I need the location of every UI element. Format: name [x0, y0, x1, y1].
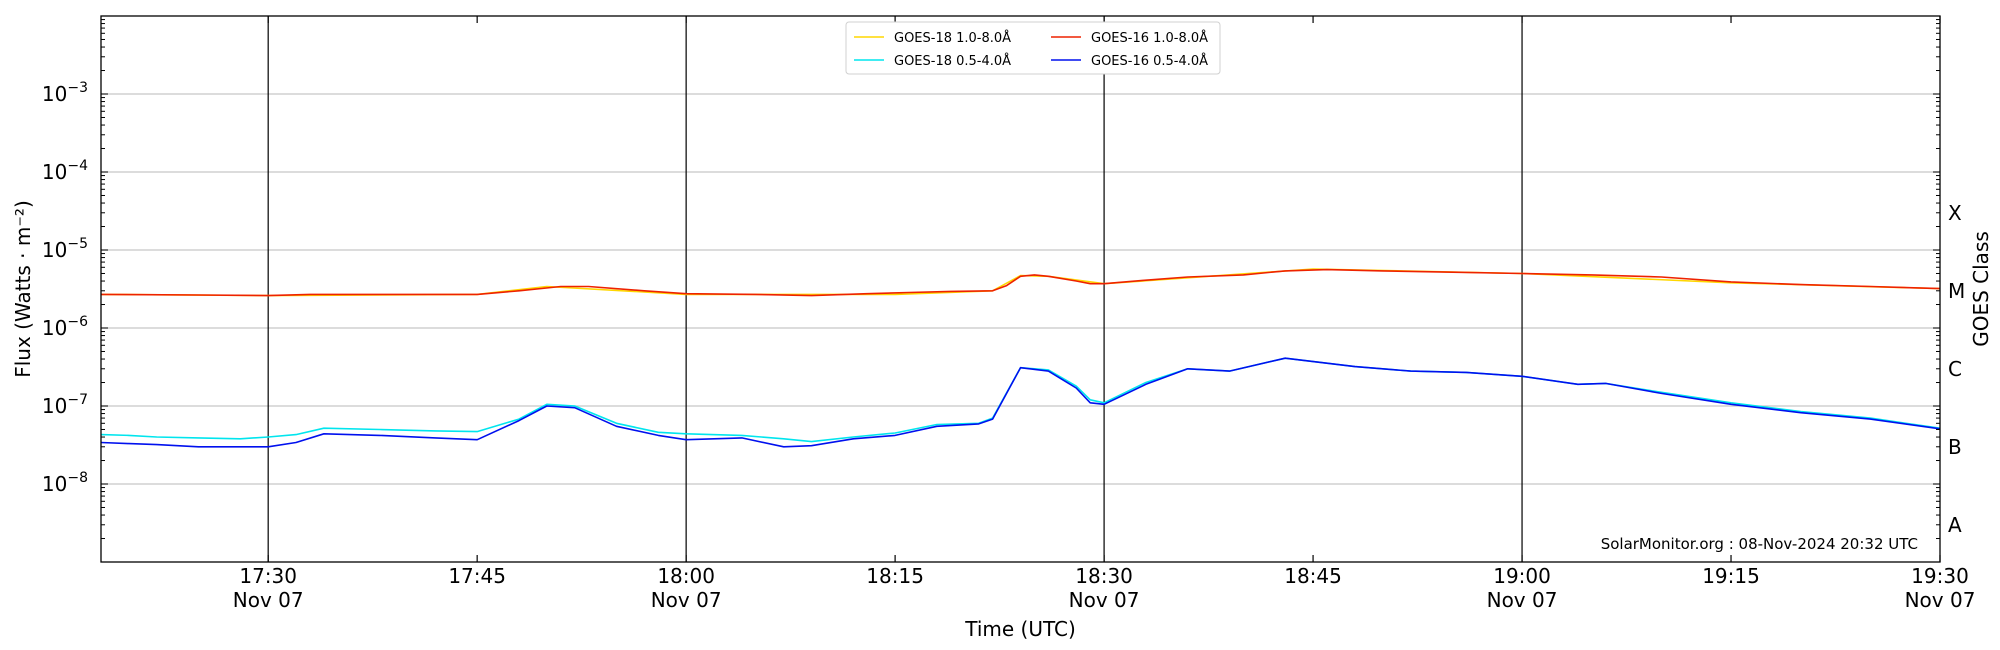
source-annotation: SolarMonitor.org : 08-Nov-2024 20:32 UTC [1601, 535, 1918, 553]
grid-lines [101, 93, 1940, 485]
goes-class-label: A [1948, 513, 1962, 537]
legend-label: GOES-16 0.5-4.0Å [1091, 53, 1208, 69]
series-group [100, 268, 1941, 448]
x-tick-date-label: Nov 07 [1069, 588, 1140, 612]
x-tick-date-label: Nov 07 [1905, 588, 1976, 612]
x-tick-label: 18:30 [1075, 564, 1133, 588]
legend-label: GOES-18 1.0-8.0Å [894, 30, 1011, 46]
x-tick-date-label: Nov 07 [1487, 588, 1558, 612]
x-tick-date-label: Nov 07 [651, 588, 722, 612]
x-tick-label: 18:45 [1284, 564, 1342, 588]
y-tick-label: 10−7 [42, 392, 88, 418]
reference-vertical-lines [267, 16, 1523, 562]
x-tick-date-label: Nov 07 [233, 588, 304, 612]
goes-class-label: B [1948, 435, 1962, 459]
legend-label: GOES-16 1.0-8.0Å [1091, 30, 1208, 46]
x-tick-label: 18:15 [866, 564, 924, 588]
legend-label: GOES-18 0.5-4.0Å [894, 53, 1011, 69]
legend-box [845, 21, 1221, 75]
y-axis-right-title: GOES Class [1969, 231, 1993, 347]
goes-class-labels: A B C M X [1948, 201, 1965, 537]
x-tick-label: 17:30 [239, 564, 297, 588]
x-axis-title: Time (UTC) [964, 617, 1076, 641]
x-tick-label: 19:15 [1702, 564, 1760, 588]
series-line-2 [100, 268, 1941, 297]
x-tick-label: 17:45 [448, 564, 506, 588]
x-tick-label: 18:00 [657, 564, 715, 588]
y-tick-label: 10−5 [42, 236, 88, 262]
y-tick-label: 10−6 [42, 314, 88, 340]
y-axis-title: Flux (Watts · m⁻²) [11, 200, 35, 378]
x-tick-label: 19:00 [1493, 564, 1551, 588]
x-tick-label: 19:30 [1911, 564, 1969, 588]
legend: GOES-18 1.0-8.0Å GOES-18 0.5-4.0Å GOES-16 … [845, 21, 1221, 75]
plot-frame [100, 15, 1941, 563]
goes-class-label: X [1948, 201, 1962, 225]
series-line-3 [100, 357, 1941, 448]
goes-class-label: C [1948, 357, 1962, 381]
goes-class-label: M [1948, 279, 1965, 303]
